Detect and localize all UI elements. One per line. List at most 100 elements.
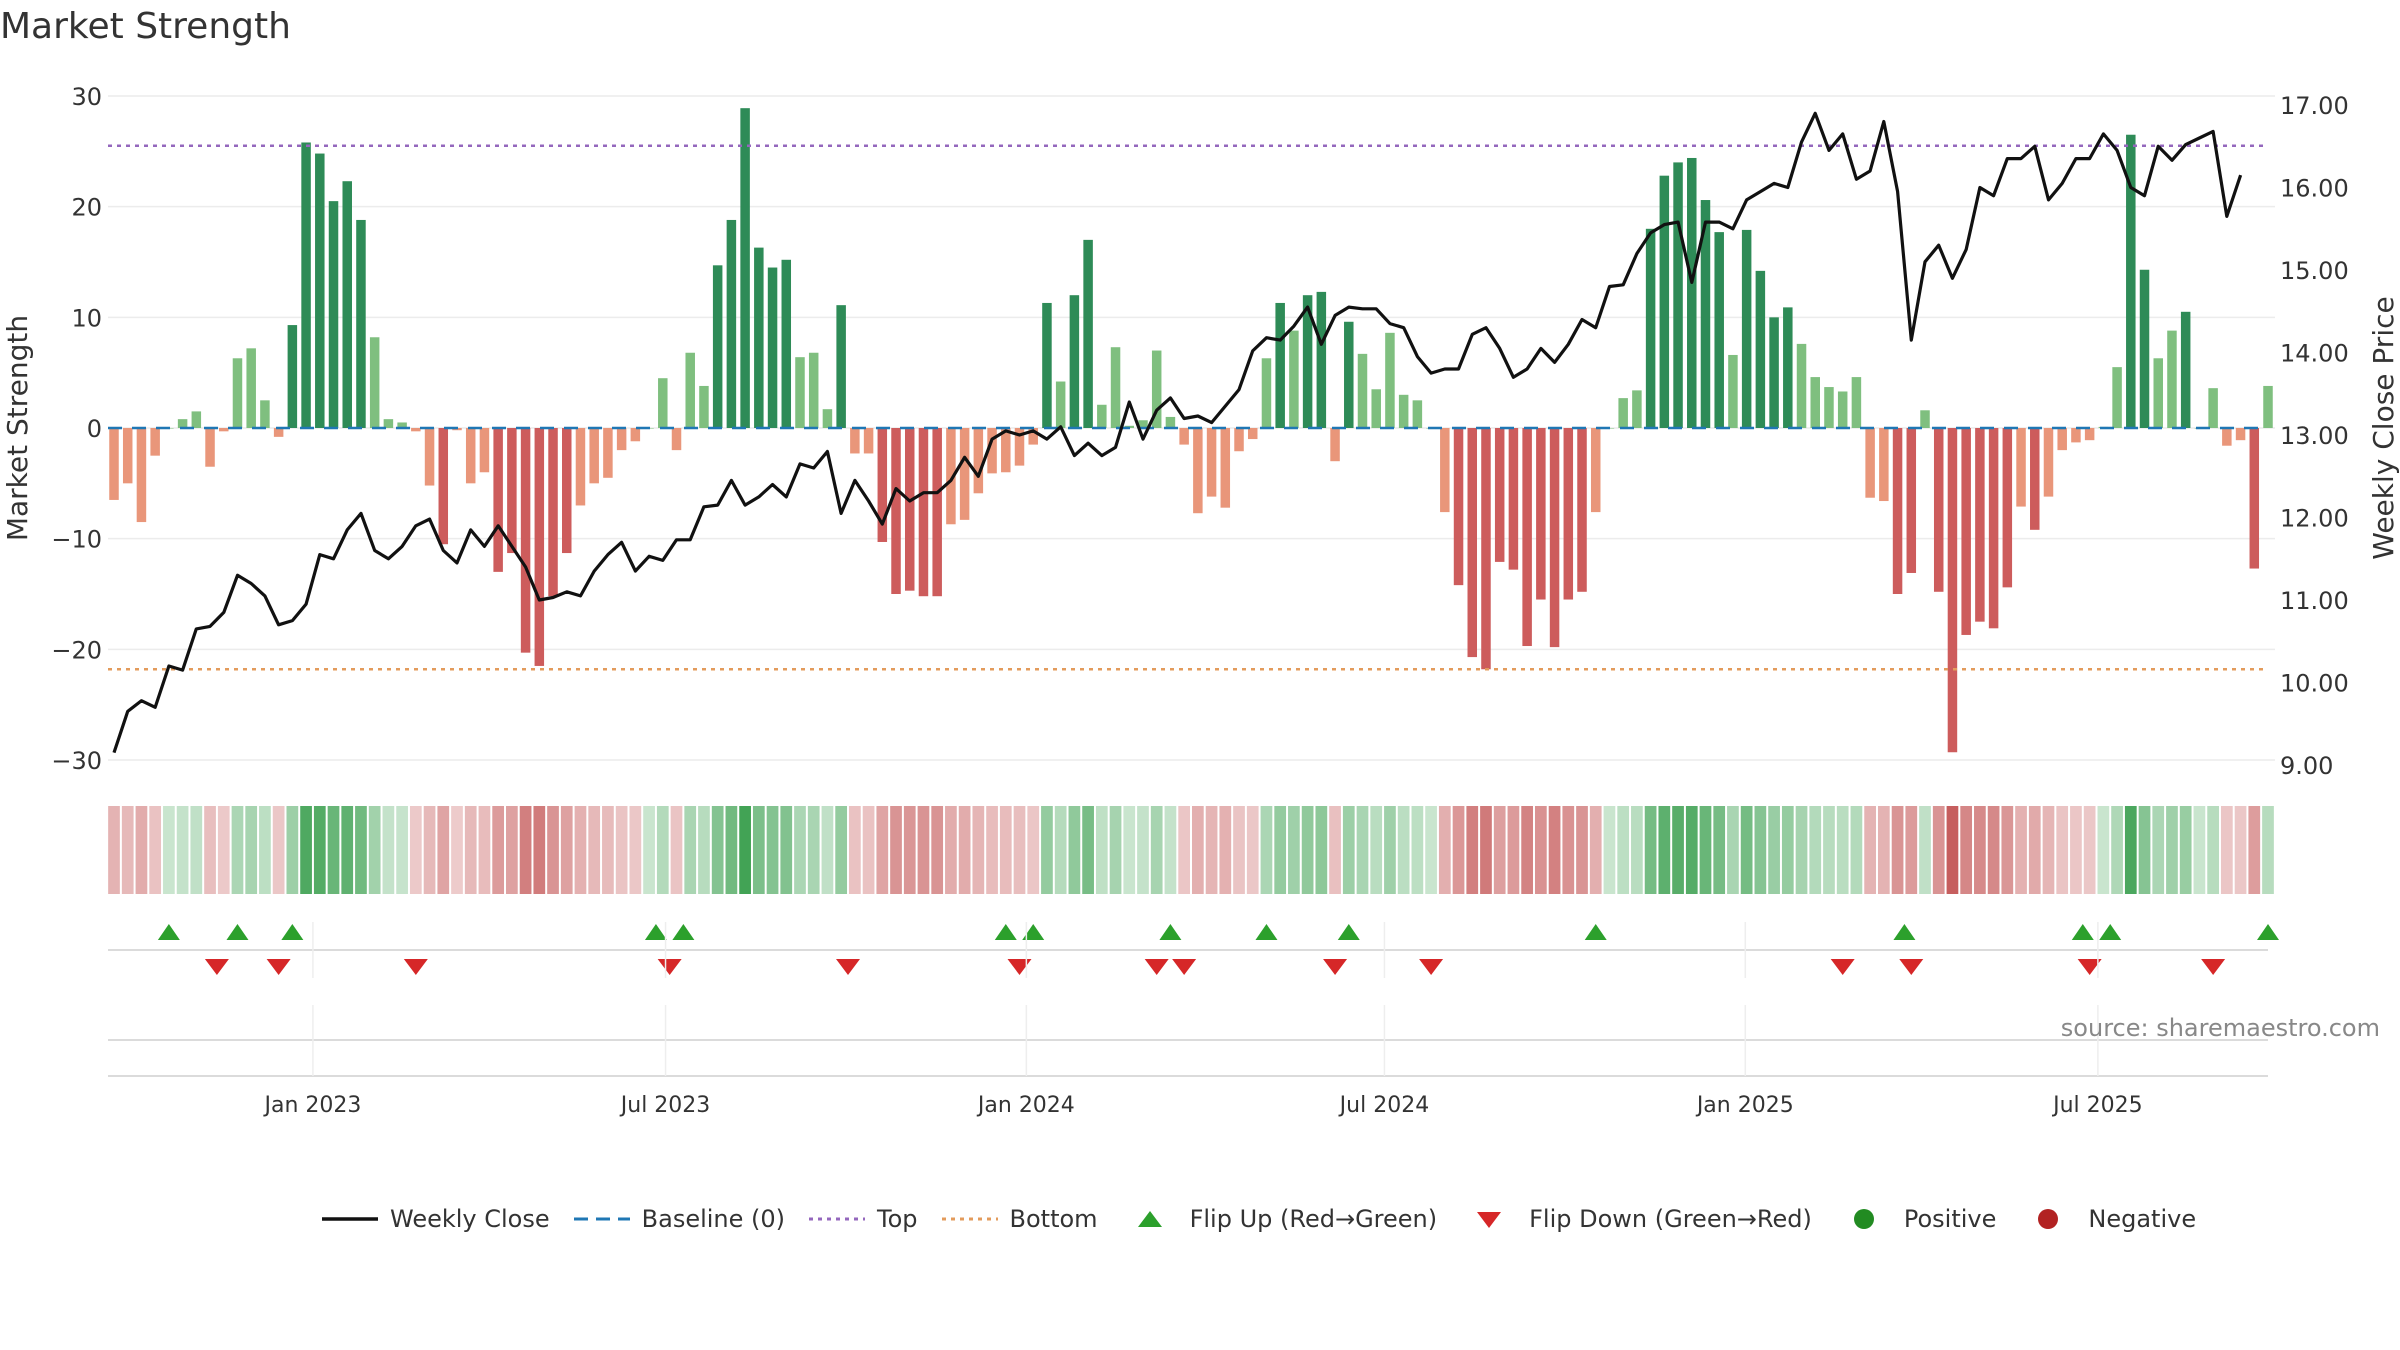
heat-strip-cell: [533, 806, 546, 894]
heat-strip-cell: [1877, 806, 1890, 894]
y2-tick-label: 15.00: [2280, 257, 2349, 285]
y-tick-label: −30: [51, 747, 102, 775]
strength-bar-positive: [754, 247, 764, 428]
heat-strip-cell: [437, 806, 450, 894]
flip-up-marker: [2071, 924, 2094, 940]
y-tick-label: −10: [51, 526, 102, 554]
heat-strip-cell: [2152, 806, 2165, 894]
heat-strip-cell: [1315, 806, 1328, 894]
heat-strip-cell: [1960, 806, 1973, 894]
heat-strip-cell: [2138, 806, 2151, 894]
strength-bar-positive: [726, 219, 737, 428]
heat-strip-cell: [780, 806, 793, 894]
heat-strip-cell: [1438, 806, 1451, 894]
heat-strip-cell: [396, 806, 408, 894]
heat-strip-cell: [1754, 806, 1767, 894]
heat-strip-cell: [149, 806, 162, 894]
heat-strip-cell: [2070, 806, 2082, 894]
heat-strip-cell: [752, 806, 765, 894]
strength-bar-negative: [2084, 428, 2095, 441]
strength-bar-positive: [1371, 389, 1381, 428]
strength-bar-positive: [1138, 420, 1148, 428]
heat-strip-cell: [890, 806, 902, 894]
heat-strip-cell: [1713, 806, 1726, 894]
heat-strip-cell: [1370, 806, 1383, 894]
heat-strip-cell: [917, 806, 930, 894]
heat-strip-cell: [2179, 806, 2192, 894]
legend-item: Positive: [1834, 1205, 1996, 1233]
strength-bar-negative: [1865, 428, 1875, 498]
strength-bar-negative: [520, 428, 531, 653]
heat-strip-cell: [1823, 806, 1835, 894]
heat-strip-cell: [1246, 806, 1259, 894]
strength-bar-positive: [1412, 400, 1423, 428]
flip-down-marker: [836, 959, 861, 975]
strength-bar-negative: [1330, 428, 1340, 462]
heat-strip-cell: [574, 806, 587, 894]
heat-strip-cell: [163, 806, 175, 894]
heat-strip-cell: [1548, 806, 1561, 894]
strength-bar-positive: [315, 153, 325, 428]
strength-bar-negative: [205, 428, 215, 467]
strength-bar-negative: [1179, 428, 1189, 445]
strength-bar-positive: [369, 337, 380, 428]
strength-bar-positive: [795, 357, 805, 428]
strength-bar-positive: [1042, 302, 1052, 428]
heat-strip-cell: [464, 806, 477, 894]
heat-strip-cell: [1946, 806, 1959, 894]
strength-bar-negative: [122, 428, 133, 484]
chart-title: Market Strength: [0, 6, 291, 47]
heat-strip-cell: [2220, 806, 2233, 894]
legend-swatch: [1137, 1211, 1162, 1227]
heat-strip-cell: [1631, 806, 1643, 894]
strength-bar-negative: [548, 428, 558, 597]
heat-strip-cell: [1932, 806, 1945, 894]
heat-strip-cell: [1493, 806, 1506, 894]
strength-bar-positive: [808, 352, 819, 428]
strength-bar-negative: [2043, 428, 2054, 497]
strength-bar-positive: [1728, 354, 1738, 428]
strength-bar-negative: [1494, 428, 1505, 562]
strength-bar-positive: [1289, 330, 1299, 428]
strength-bar-negative: [630, 428, 641, 442]
y2-tick-label: 17.00: [2280, 92, 2349, 120]
heat-strip-cell: [409, 806, 422, 894]
strength-bar-negative: [479, 428, 490, 473]
strength-bar-positive: [1398, 394, 1409, 428]
flip-up-marker: [2257, 924, 2279, 940]
heat-strip-cell: [1054, 806, 1067, 894]
flip-up-marker: [1584, 924, 1607, 940]
strength-bar-negative: [1590, 428, 1601, 513]
legend-label: Weekly Close: [390, 1205, 550, 1233]
heat-strip-cell: [1781, 806, 1794, 894]
heat-strip-cell: [1658, 806, 1671, 894]
strength-bar-negative: [1028, 428, 1038, 445]
heat-strip-cell: [1150, 806, 1163, 894]
heat-strip-cell: [108, 806, 120, 894]
circle-icon: [1853, 1209, 1874, 1229]
heat-strip-cell: [1452, 806, 1465, 894]
strength-bar-positive: [301, 142, 311, 429]
strength-bar-negative: [1193, 428, 1203, 514]
strength-bar-positive: [383, 419, 394, 428]
strength-bar-negative: [465, 428, 476, 484]
heat-strip-cell: [725, 806, 738, 894]
heat-strip-cell: [876, 806, 889, 894]
heat-strip-cell: [2015, 806, 2027, 894]
heat-strip-cell: [1672, 806, 1684, 894]
heat-strip-cell: [341, 806, 354, 894]
heat-strip-cell: [2042, 806, 2055, 894]
heat-strip-cell: [1329, 806, 1341, 894]
flip-down-marker: [1172, 959, 1197, 975]
strength-bar-positive: [1673, 162, 1683, 428]
strength-bar-negative: [2222, 428, 2232, 446]
strength-bar-positive: [1687, 157, 1697, 428]
flip-up-marker: [2099, 924, 2122, 940]
heat-strip-cell: [1987, 806, 2000, 894]
heat-strip-cell: [1384, 806, 1396, 894]
strength-bar-negative: [562, 428, 572, 554]
legend-item: Flip Down (Green→Red): [1459, 1205, 1812, 1233]
heat-strip-cell: [1137, 806, 1149, 894]
strength-bar-positive: [260, 400, 270, 428]
heat-strip-cell: [2111, 806, 2123, 894]
